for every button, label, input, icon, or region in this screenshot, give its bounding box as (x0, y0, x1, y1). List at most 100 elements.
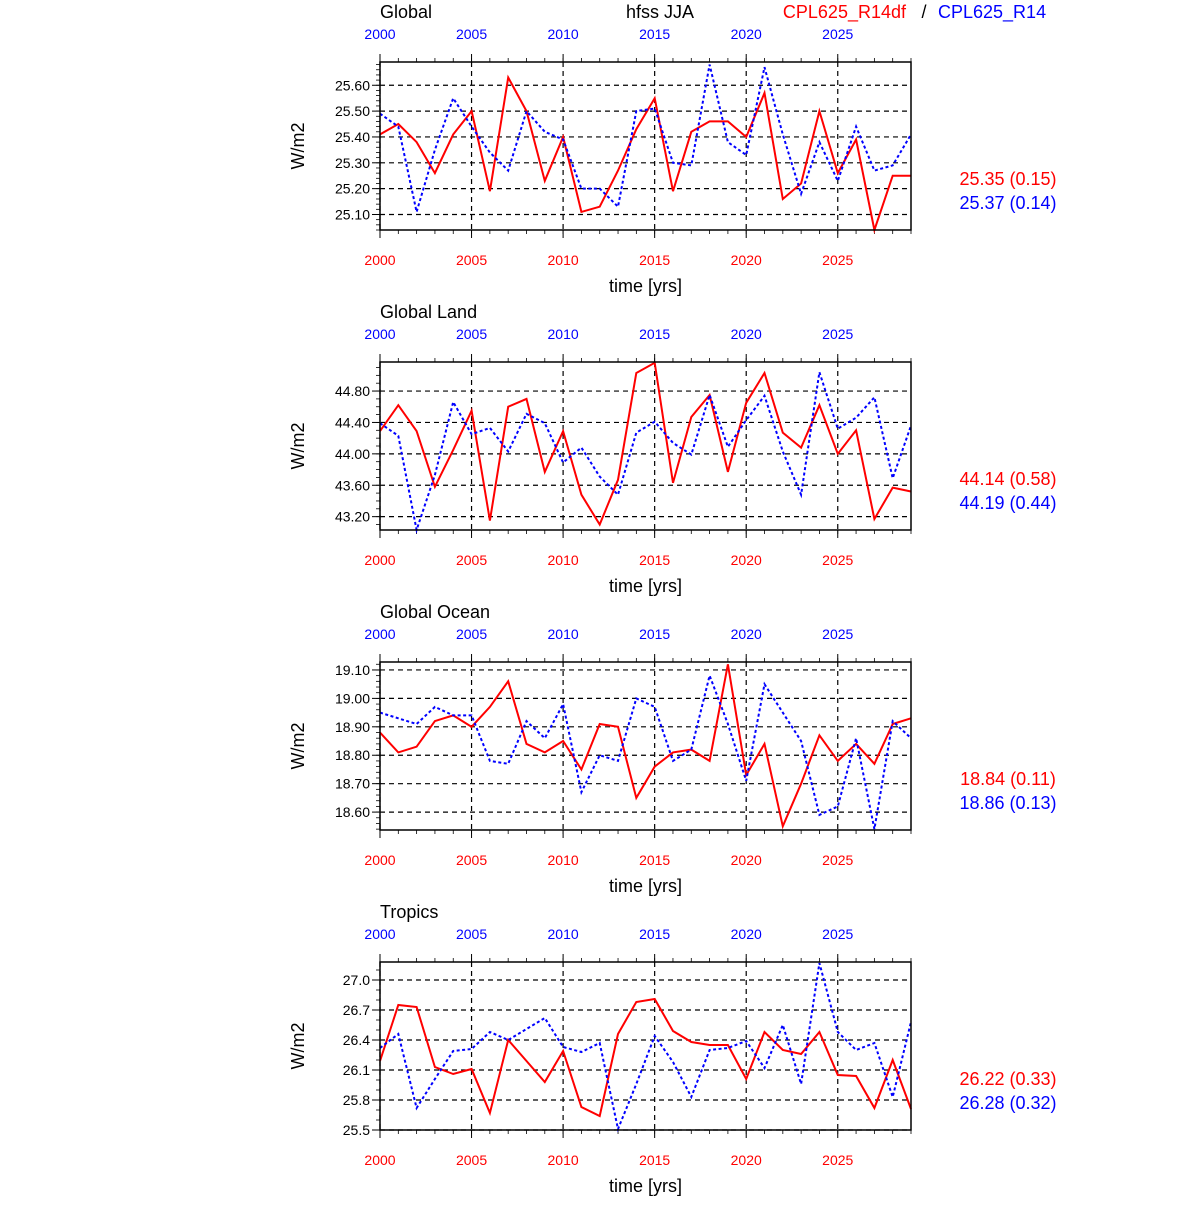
x-top-tick-label: 2015 (639, 926, 670, 942)
x-bottom-tick-label: 2015 (639, 252, 670, 268)
x-top-tick-label: 2025 (822, 26, 853, 42)
y-tick-label: 44.40 (335, 414, 370, 430)
x-bottom-tick-label: 2010 (548, 252, 579, 268)
x-bottom-tick-label: 2020 (731, 552, 762, 568)
y-tick-label: 25.5 (343, 1122, 370, 1138)
x-bottom-tick-label: 2010 (548, 552, 579, 568)
y-tick-label: 19.10 (335, 662, 370, 678)
stat-blue: 25.37 (0.14) (959, 193, 1056, 213)
legend-separator: / (921, 2, 926, 22)
y-tick-label: 43.20 (335, 509, 370, 525)
y-tick-label: 25.30 (335, 155, 370, 171)
y-tick-label: 18.80 (335, 747, 370, 763)
plot-frame (380, 62, 911, 230)
y-axis-label: W/m2 (288, 1023, 308, 1070)
x-bottom-tick-label: 2005 (456, 252, 487, 268)
x-bottom-tick-label: 2025 (822, 552, 853, 568)
panel-title: Global (380, 2, 432, 22)
x-top-tick-label: 2005 (456, 326, 487, 342)
plot-frame (380, 962, 911, 1130)
panel-title: Global Land (380, 302, 477, 322)
x-top-tick-label: 2005 (456, 26, 487, 42)
x-bottom-tick-label: 2010 (548, 852, 579, 868)
y-tick-label: 19.00 (335, 690, 370, 706)
x-bottom-tick-label: 2000 (364, 852, 395, 868)
stat-red: 25.35 (0.15) (959, 169, 1056, 189)
x-top-tick-label: 2000 (364, 26, 395, 42)
x-bottom-tick-label: 2015 (639, 1152, 670, 1168)
x-top-tick-label: 2015 (639, 626, 670, 642)
stat-red: 44.14 (0.58) (959, 469, 1056, 489)
x-axis-label: time [yrs] (609, 576, 682, 596)
panel-global: Global25.1025.2025.3025.4025.5025.602000… (288, 2, 1057, 296)
x-bottom-tick-label: 2000 (364, 252, 395, 268)
x-top-tick-label: 2005 (456, 926, 487, 942)
series-line-red (380, 999, 911, 1116)
y-tick-label: 18.60 (335, 804, 370, 820)
y-tick-label: 26.7 (343, 1002, 370, 1018)
x-bottom-tick-label: 2005 (456, 1152, 487, 1168)
y-tick-label: 25.10 (335, 206, 370, 222)
x-bottom-tick-label: 2025 (822, 1152, 853, 1168)
x-top-tick-label: 2015 (639, 326, 670, 342)
x-bottom-tick-label: 2005 (456, 852, 487, 868)
x-bottom-tick-label: 2000 (364, 1152, 395, 1168)
panel-title: Global Ocean (380, 602, 490, 622)
x-bottom-tick-label: 2025 (822, 852, 853, 868)
x-top-tick-label: 2000 (364, 926, 395, 942)
y-tick-label: 25.50 (335, 103, 370, 119)
y-tick-label: 43.60 (335, 477, 370, 493)
y-tick-label: 25.8 (343, 1092, 370, 1108)
series-line-red (380, 78, 911, 231)
panel-title: Tropics (380, 902, 438, 922)
x-top-tick-label: 2000 (364, 626, 395, 642)
y-tick-label: 25.40 (335, 129, 370, 145)
x-top-tick-label: 2015 (639, 26, 670, 42)
x-top-tick-label: 2025 (822, 326, 853, 342)
y-axis-label: W/m2 (288, 723, 308, 770)
y-tick-label: 27.0 (343, 972, 370, 988)
plot-frame (380, 662, 911, 830)
legend-red-label: CPL625_R14df (783, 2, 907, 23)
stat-blue: 44.19 (0.44) (959, 493, 1056, 513)
x-top-tick-label: 2020 (731, 326, 762, 342)
x-top-tick-label: 2010 (548, 926, 579, 942)
x-axis-label: time [yrs] (609, 876, 682, 896)
x-bottom-tick-label: 2020 (731, 852, 762, 868)
x-bottom-tick-label: 2015 (639, 852, 670, 868)
y-axis-label: W/m2 (288, 423, 308, 470)
x-top-tick-label: 2005 (456, 626, 487, 642)
stat-red: 26.22 (0.33) (959, 1069, 1056, 1089)
x-bottom-tick-label: 2015 (639, 552, 670, 568)
stat-red: 18.84 (0.11) (960, 769, 1056, 789)
x-top-tick-label: 2000 (364, 326, 395, 342)
x-top-tick-label: 2010 (548, 326, 579, 342)
y-axis-label: W/m2 (288, 123, 308, 170)
x-bottom-tick-label: 2010 (548, 1152, 579, 1168)
series-line-blue (380, 372, 911, 530)
stat-blue: 18.86 (0.13) (959, 793, 1056, 813)
x-bottom-tick-label: 2025 (822, 252, 853, 268)
x-top-tick-label: 2020 (731, 626, 762, 642)
series-line-red (380, 664, 911, 826)
y-tick-label: 18.90 (335, 719, 370, 735)
legend-blue-label: CPL625_R14 (938, 2, 1046, 23)
y-tick-label: 44.00 (335, 446, 370, 462)
y-tick-label: 26.1 (343, 1062, 370, 1078)
y-tick-label: 25.60 (335, 77, 370, 93)
header-variable: hfss JJA (626, 2, 694, 22)
x-top-tick-label: 2010 (548, 26, 579, 42)
x-top-tick-label: 2025 (822, 926, 853, 942)
x-top-tick-label: 2020 (731, 26, 762, 42)
y-tick-label: 26.4 (343, 1032, 370, 1048)
x-axis-label: time [yrs] (609, 1176, 682, 1196)
plot-frame (380, 362, 911, 530)
x-bottom-tick-label: 2020 (731, 252, 762, 268)
x-top-tick-label: 2020 (731, 926, 762, 942)
x-top-tick-label: 2010 (548, 626, 579, 642)
x-bottom-tick-label: 2020 (731, 1152, 762, 1168)
series-line-blue (380, 65, 911, 212)
series-line-blue (380, 963, 911, 1129)
panel-global-land: Global Land43.2043.6044.0044.4044.802000… (288, 302, 1057, 596)
